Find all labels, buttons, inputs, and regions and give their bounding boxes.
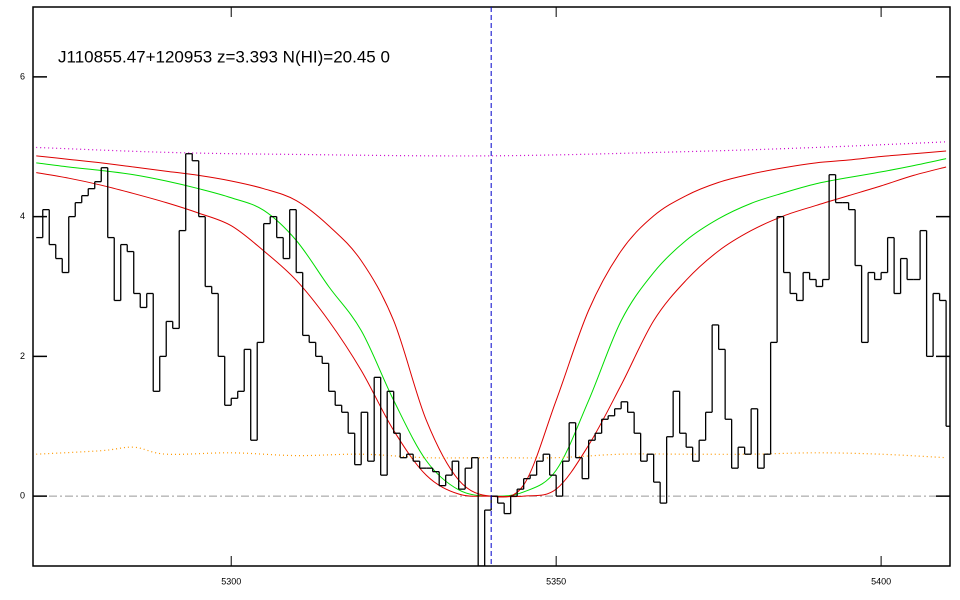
x-tick-label: 5300 [221,576,241,586]
y-tick-label: 4 [20,211,25,221]
chart-title: J110855.47+120953 z=3.393 N(HI)=20.45 0 [58,47,390,66]
x-tick-label: 5400 [871,576,891,586]
y-tick-label: 0 [20,491,25,501]
x-tick-label: 5350 [546,576,566,586]
y-tick-label: 6 [20,71,25,81]
model-line [36,141,947,157]
plot-area [33,7,950,566]
y-tick-label: 2 [20,351,25,361]
